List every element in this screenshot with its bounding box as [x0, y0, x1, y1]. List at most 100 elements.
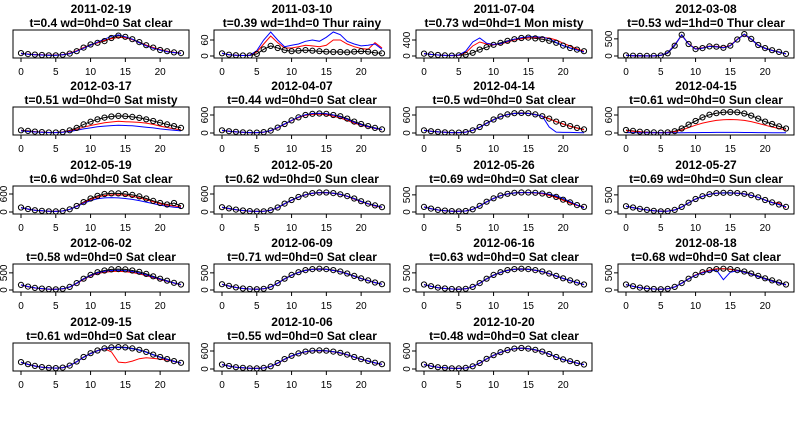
observed-point [281, 120, 288, 128]
x-tick-label: 20 [760, 144, 772, 155]
observed-point [532, 35, 539, 42]
panel-date-title: 2012-10-06 [271, 315, 333, 329]
panel-2012-06-16: 2012-06-16t=0.63 wd=0hd=0 Sat clear 0 5 10 1… [402, 236, 593, 312]
observed-point [17, 50, 25, 57]
observed-point [115, 344, 122, 351]
observed-point [532, 111, 539, 118]
observed-point [775, 201, 783, 208]
observed-point [525, 345, 532, 352]
observed-point [553, 353, 560, 361]
panel-2012-04-14: 2012-04-14t=0.5 wd=0hd=0 Sat clear 0 5 10 15… [402, 79, 593, 155]
observed-point [59, 285, 66, 292]
observed-point [260, 46, 267, 53]
panel-subtitle: t=0.48 wd=0hd=0 Sat clear [429, 329, 579, 343]
observed-point [94, 192, 101, 199]
observed-point [371, 49, 379, 56]
observed-point [692, 117, 699, 125]
observed-point [643, 129, 650, 135]
observed-point [288, 352, 295, 359]
observed-point [650, 129, 657, 135]
observed-point [295, 47, 302, 54]
observed-point [441, 364, 448, 371]
observed-point [720, 265, 727, 272]
panel-subtitle: t=0.63 wd=0hd=0 Sat clear [429, 250, 579, 264]
observed-point [129, 345, 136, 352]
observed-point [136, 193, 143, 200]
x-tick-label: 15 [321, 301, 333, 312]
series-group [17, 190, 185, 214]
x-tick-label: 20 [760, 67, 772, 78]
panel-subtitle: t=0.58 wd=0hd=0 Sat clear [26, 250, 176, 264]
observed-point [483, 198, 490, 205]
series-group [420, 265, 588, 292]
observed-point [420, 50, 428, 57]
observed-point [267, 42, 274, 50]
observed-point [80, 275, 87, 282]
observed-point [664, 129, 671, 135]
observed-point [483, 120, 490, 127]
observed-point [629, 127, 637, 134]
panel-2012-10-06: 2012-10-06t=0.55 wd=0hd=0 Sat clear 0 5 10 1… [200, 315, 391, 391]
observed-point [497, 192, 504, 199]
observed-point [762, 45, 769, 52]
observed-point [580, 203, 588, 210]
red-series-line [20, 270, 182, 290]
y-tick-label: 500 [402, 264, 413, 281]
panel-2011-03-10: 2011-03-10t=0.39 wd=1hd=0 Thur rainy 0 5 10… [200, 2, 391, 78]
observed-point [323, 110, 330, 117]
panel-subtitle: t=0.68 wd=0hd=0 Sat clear [631, 250, 781, 264]
observed-point [546, 270, 553, 277]
y-tick-label: 0 [200, 209, 211, 215]
plot-frame [213, 29, 391, 59]
observed-point [490, 41, 497, 48]
x-tick-label: 20 [558, 301, 570, 312]
y-tick-label: 0 [402, 366, 413, 372]
observed-point [455, 365, 462, 371]
observed-point [546, 350, 553, 358]
x-tick-label: 15 [523, 144, 535, 155]
observed-point [657, 286, 664, 292]
observed-point [232, 52, 239, 58]
observed-point [622, 281, 630, 288]
observed-point [692, 195, 699, 203]
observed-point [713, 266, 720, 273]
red-series-line [221, 350, 383, 369]
observed-point [546, 115, 553, 122]
x-tick-label: 20 [155, 223, 167, 234]
panel-subtitle: t=0.53 wd=1hd=0 Thur clear [627, 16, 785, 30]
panel-date-title: 2012-10-20 [473, 315, 535, 329]
panel-date-title: 2012-04-14 [473, 79, 535, 93]
observed-point [157, 353, 164, 361]
observed-point [323, 48, 330, 55]
observed-point [225, 362, 233, 370]
observed-point [330, 348, 337, 355]
x-tick-label: 15 [523, 380, 535, 391]
x-tick-label: 20 [558, 144, 570, 155]
x-tick-label: 0 [421, 144, 427, 155]
observed-point [281, 356, 288, 363]
observed-point [636, 284, 644, 291]
plot-frame [415, 106, 593, 136]
observed-point [560, 275, 567, 282]
observed-point [66, 50, 73, 57]
observed-point [462, 285, 469, 292]
observed-point [225, 282, 233, 289]
observed-point [462, 51, 469, 58]
blue-series-line [221, 192, 383, 212]
observed-point [170, 358, 178, 365]
observed-point [108, 190, 115, 197]
observed-point [143, 42, 150, 49]
observed-point [31, 362, 39, 369]
x-tick-label: 15 [725, 301, 737, 312]
observed-point [448, 365, 455, 371]
observed-point [511, 110, 518, 117]
observed-point [45, 286, 52, 292]
observed-point [73, 202, 80, 210]
observed-point [31, 51, 39, 58]
observed-point [316, 48, 323, 55]
observed-point [469, 206, 476, 213]
observed-point [657, 52, 664, 58]
plot-frame [12, 263, 190, 293]
observed-point [455, 286, 462, 292]
observed-point [122, 344, 129, 351]
